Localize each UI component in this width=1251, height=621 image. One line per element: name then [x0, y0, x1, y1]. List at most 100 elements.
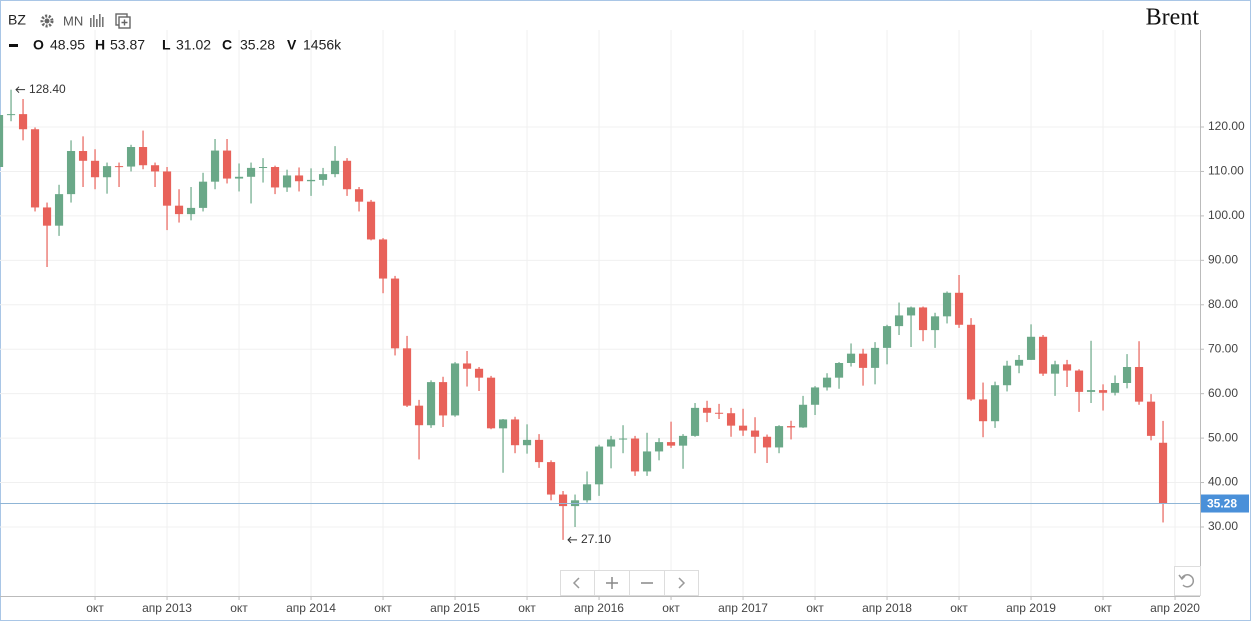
candle-body	[702, 407, 712, 413]
candle-body	[942, 292, 952, 317]
x-tick-label: окт	[1094, 601, 1112, 615]
legend-key: C	[222, 37, 232, 53]
candle-body	[618, 438, 628, 440]
candle-body	[486, 377, 496, 429]
candle-body	[294, 175, 304, 182]
candle-body	[186, 207, 196, 215]
candles	[0, 89, 1168, 540]
candle-body	[414, 405, 424, 426]
y-tick-label: 60.00	[1208, 386, 1238, 400]
y-tick-label: 90.00	[1208, 253, 1238, 267]
candle-body	[762, 436, 772, 448]
candle-body	[1134, 366, 1144, 402]
candle-body	[354, 189, 364, 202]
candle-body	[1098, 390, 1108, 393]
x-tick-label: окт	[86, 601, 104, 615]
candle-body	[846, 353, 856, 363]
candle-body	[30, 129, 40, 208]
candle-body	[894, 315, 904, 327]
grid	[0, 30, 1204, 600]
zoom-in[interactable]	[606, 577, 618, 589]
legend-key: H	[95, 37, 105, 53]
compare-icon[interactable]	[115, 13, 131, 29]
candle-body	[366, 201, 376, 240]
period[interactable]: MN	[63, 13, 83, 28]
settings-icon[interactable]	[40, 14, 54, 28]
candle-body	[390, 278, 400, 349]
candle-body	[1086, 390, 1096, 392]
candle-body	[330, 160, 340, 175]
candle-body	[774, 426, 784, 448]
candle-body	[582, 484, 592, 501]
instrument-name: Brent	[1146, 5, 1200, 31]
x-tick-label: окт	[230, 601, 248, 615]
candle-body	[1038, 336, 1048, 374]
candle-body	[690, 407, 700, 436]
legend-value: 31.02	[176, 37, 211, 53]
candle-body	[558, 494, 568, 507]
candle-body	[750, 430, 760, 437]
candle-body	[1014, 359, 1024, 366]
collapse-icon[interactable]	[9, 44, 18, 47]
candle-body	[798, 404, 808, 428]
legend-key: V	[287, 37, 297, 53]
annotation-label: 27.10	[581, 532, 611, 546]
candle-body	[342, 160, 352, 190]
candle-body	[42, 207, 52, 226]
candle-body	[246, 167, 256, 177]
candle-body	[402, 348, 412, 406]
x-tick-label: апр 2013	[142, 601, 192, 615]
y-tick-label: 30.00	[1208, 519, 1238, 533]
candle-body	[6, 114, 16, 116]
candle-body	[102, 166, 112, 178]
overlay: 30.00 40.00 50.00 60.00 70.00 80.00 90.00 100.0…	[0, 82, 1249, 615]
candle-body	[0, 115, 4, 168]
candle-body	[786, 426, 796, 428]
legend-value: 35.28	[240, 37, 275, 53]
x-tick-label: апр 2015	[430, 601, 480, 615]
legend-value: 53.87	[110, 37, 145, 53]
candle-body	[978, 399, 988, 422]
candle-body	[594, 446, 604, 485]
x-tick-label: апр 2017	[718, 601, 768, 615]
candle-body	[510, 419, 520, 446]
last-price-label: 35.28	[1207, 497, 1237, 511]
y-tick-label: 70.00	[1208, 341, 1238, 355]
y-tick-label: 80.00	[1208, 297, 1238, 311]
y-tick-label: 40.00	[1208, 475, 1238, 489]
candle-body	[606, 439, 616, 447]
candle-body	[1158, 442, 1168, 504]
candle-body	[918, 307, 928, 331]
candle-body	[234, 176, 244, 179]
candle-body	[930, 316, 940, 331]
scroll-left[interactable]	[572, 577, 580, 589]
scroll-right[interactable]	[678, 577, 686, 589]
candle-body	[546, 462, 556, 495]
candle-body	[882, 326, 892, 348]
candle-body	[162, 171, 172, 206]
candle-body	[462, 363, 472, 369]
x-tick-label: апр 2016	[574, 601, 624, 615]
candle-body	[726, 413, 736, 426]
chart-type-icon[interactable]	[90, 14, 104, 27]
candle-body	[450, 363, 460, 416]
candle-body	[126, 147, 136, 167]
candle-body	[870, 347, 880, 368]
candle-body	[810, 387, 820, 405]
annotation-label: 128.40	[29, 82, 66, 96]
candle-body	[138, 147, 148, 166]
x-tick-label: окт	[662, 601, 680, 615]
reset-button[interactable]	[1174, 566, 1201, 596]
last-price-box	[1201, 494, 1249, 513]
candle-body	[438, 382, 448, 416]
candle-body	[306, 179, 316, 182]
candle-body	[534, 439, 544, 463]
candle-body	[90, 160, 100, 178]
x-tick-label: окт	[374, 601, 392, 615]
candle-body	[270, 167, 280, 188]
y-tick-label: 110.00	[1208, 164, 1244, 178]
symbol: BZ	[8, 12, 26, 28]
legend-value: 1456k	[303, 37, 342, 53]
x-tick-label: апр 2014	[286, 601, 336, 615]
